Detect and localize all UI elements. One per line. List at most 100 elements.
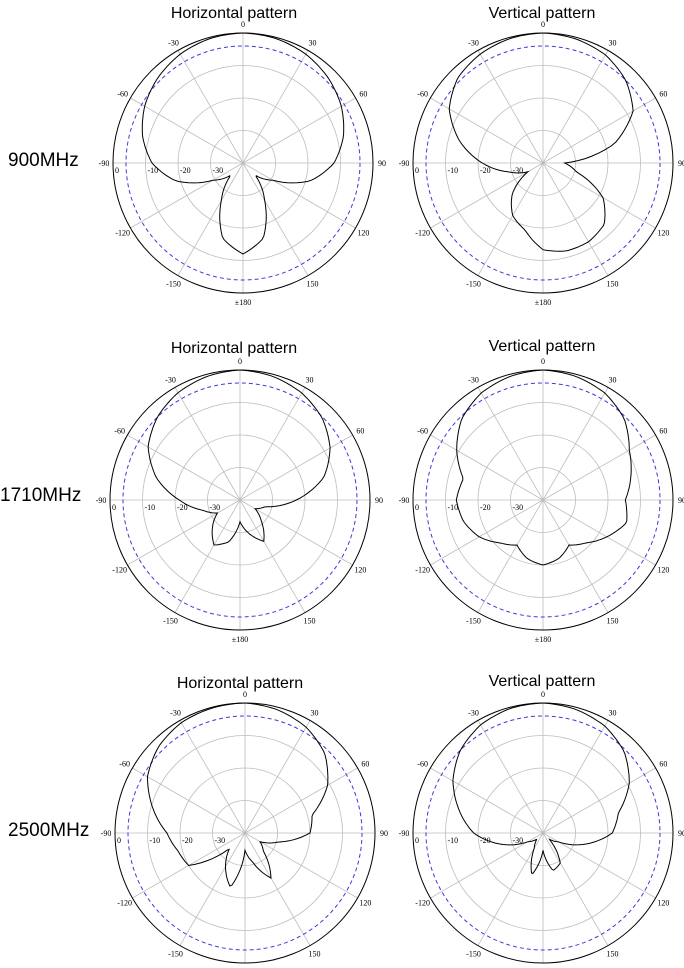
plot-4-grid-spoke-300	[132, 767, 246, 834]
plot-2-angle-label-5: 150	[304, 616, 316, 625]
plot-title-1710-vertical: Vertical pattern	[488, 338, 596, 355]
plot-2-grid-spoke-240	[127, 499, 241, 566]
plot-0-angle-label-4: 120	[357, 229, 369, 238]
plot-1-angle-label-10: -60	[417, 90, 428, 99]
plot-5-angle-label-5: 150	[607, 949, 619, 958]
plot-4-radial-label-3: -30	[215, 836, 226, 845]
plot-1-radial-label-1: -10	[448, 166, 459, 175]
freq-label-900: 900MHz	[8, 150, 79, 171]
plot-3-angle-label-10: -60	[417, 427, 428, 436]
plot-0-angle-label-8: -120	[115, 229, 130, 238]
plot-3-grid-spoke-240	[430, 499, 544, 566]
plot-5-angle-label-1: 30	[609, 709, 617, 718]
plot-0-angle-label-0: 0	[241, 20, 245, 29]
plot-1-radial-label-3: -30	[513, 166, 524, 175]
plot-3-radial-label-1: -10	[448, 503, 459, 512]
plot-3-reference-ring	[425, 382, 661, 618]
plot-5-angle-label-8: -120	[415, 899, 430, 908]
plot-1-angle-label-6: ±180	[535, 298, 551, 307]
plot-2-angle-label-9: -90	[96, 496, 107, 505]
plot-1-angle-label-11: -30	[468, 39, 479, 48]
freq-label-2500: 2500MHz	[8, 820, 90, 841]
plot-2-grid-spoke-60	[239, 434, 353, 501]
plot-5-grid-spoke-330	[477, 720, 544, 834]
plot-4-radial-label-1: -10	[150, 836, 161, 845]
plot-2-radial-label-1: -10	[145, 503, 156, 512]
plot-2-pattern-line-0	[147, 369, 331, 546]
plot-3-angle-label-1: 30	[609, 376, 617, 385]
plot-2-angle-label-8: -120	[112, 566, 127, 575]
freq-label-1710: 1710MHz	[0, 485, 82, 506]
plot-2-grid-spoke-210	[174, 499, 241, 613]
plot-4-reference-ring	[127, 715, 363, 951]
plot-3-grid-spoke-60	[542, 434, 656, 501]
plot-4-grid-spoke-210	[179, 832, 246, 946]
plot-0-angle-label-6: ±180	[235, 298, 251, 307]
plot-3-angle-label-4: 120	[657, 566, 669, 575]
plot-3-grid-spoke-120	[542, 499, 656, 566]
plot-2-angle-label-2: 60	[356, 427, 364, 436]
plot-3-angle-label-2: 60	[659, 427, 667, 436]
plot-5-angle-label-7: -150	[466, 949, 481, 958]
plot-1-angle-label-7: -150	[466, 279, 481, 288]
plot-5-angle-label-11: -30	[468, 709, 479, 718]
plot-2-angle-label-7: -150	[163, 616, 178, 625]
plot-1-angle-label-8: -120	[415, 229, 430, 238]
plot-1-radial-label-2: -20	[480, 166, 491, 175]
plot-0-angle-label-2: 60	[359, 90, 367, 99]
plot-0-reference-ring	[125, 45, 361, 281]
plot-title-2500-horizontal: Horizontal pattern	[176, 675, 304, 692]
plot-0-grid-spoke-120	[242, 162, 356, 229]
plot-1-reference-ring	[425, 45, 661, 281]
plot-1-grid-spoke-150	[542, 162, 609, 276]
plot-0-radial-label-0: 0	[115, 166, 119, 175]
plot-4-grid-spoke-60	[244, 767, 358, 834]
plot-5-angle-label-3: 90	[678, 829, 684, 838]
plot-3-angle-label-5: 150	[607, 616, 619, 625]
plot-3-radial-label-0: 0	[415, 503, 419, 512]
plot-1-grid-spoke-60	[542, 97, 656, 164]
plot-2-grid-spoke-300	[127, 434, 241, 501]
plot-1-grid-spoke-240	[430, 162, 544, 229]
plot-1-grid-spoke-120	[542, 162, 656, 229]
plot-0-angle-label-1: 30	[309, 39, 317, 48]
plot-0-angle-label-9: -90	[99, 159, 110, 168]
plot-2-reference-ring	[122, 382, 358, 618]
plot-0-angle-label-3: 90	[378, 159, 386, 168]
plot-5-grid-spoke-60	[542, 767, 656, 834]
plot-3-grid-spoke-330	[477, 387, 544, 501]
plot-3-angle-label-0: 0	[541, 357, 545, 366]
plot-4-grid-spoke-330	[179, 720, 246, 834]
plot-4-grid-spoke-150	[244, 832, 311, 946]
plot-4-angle-label-10: -60	[119, 760, 130, 769]
plot-1-angle-label-4: 120	[657, 229, 669, 238]
plot-4-angle-label-11: -30	[170, 709, 181, 718]
plot-5-pattern-line-0	[452, 702, 630, 874]
plot-2-radial-label-2: -20	[177, 503, 188, 512]
plot-0-radial-label-3: -30	[213, 166, 224, 175]
plot-5-angle-label-2: 60	[659, 760, 667, 769]
plot-5-grid-spoke-120	[542, 832, 656, 899]
plot-4-angle-label-4: 120	[359, 899, 371, 908]
plot-2-angle-label-10: -60	[114, 427, 125, 436]
plot-1-angle-label-0: 0	[541, 20, 545, 29]
plot-2-angle-label-11: -30	[165, 376, 176, 385]
plot-5-radial-label-0: 0	[415, 836, 419, 845]
plot-5-grid-spoke-210	[477, 832, 544, 946]
plot-3-grid-spoke-30	[542, 387, 609, 501]
plot-3-angle-label-6: ±180	[535, 635, 551, 644]
plot-2-angle-label-4: 120	[354, 566, 366, 575]
plot-3-grid-spoke-300	[430, 434, 544, 501]
plot-0-grid-spoke-330	[177, 50, 244, 164]
plot-3-pattern-line-0	[455, 369, 632, 566]
plot-2-grid-spoke-150	[239, 499, 306, 613]
plot-5-angle-label-0: 0	[541, 690, 545, 699]
plot-2-angle-label-1: 30	[306, 376, 314, 385]
plot-4-pattern-line-0	[146, 702, 329, 887]
plot-4-grid-spoke-120	[244, 832, 358, 899]
plot-4-angle-label-9: -90	[101, 829, 112, 838]
plot-4-grid-spoke-30	[244, 720, 311, 834]
plot-2-grid-spoke-330	[174, 387, 241, 501]
plot-0-pattern-line-0	[141, 32, 345, 255]
